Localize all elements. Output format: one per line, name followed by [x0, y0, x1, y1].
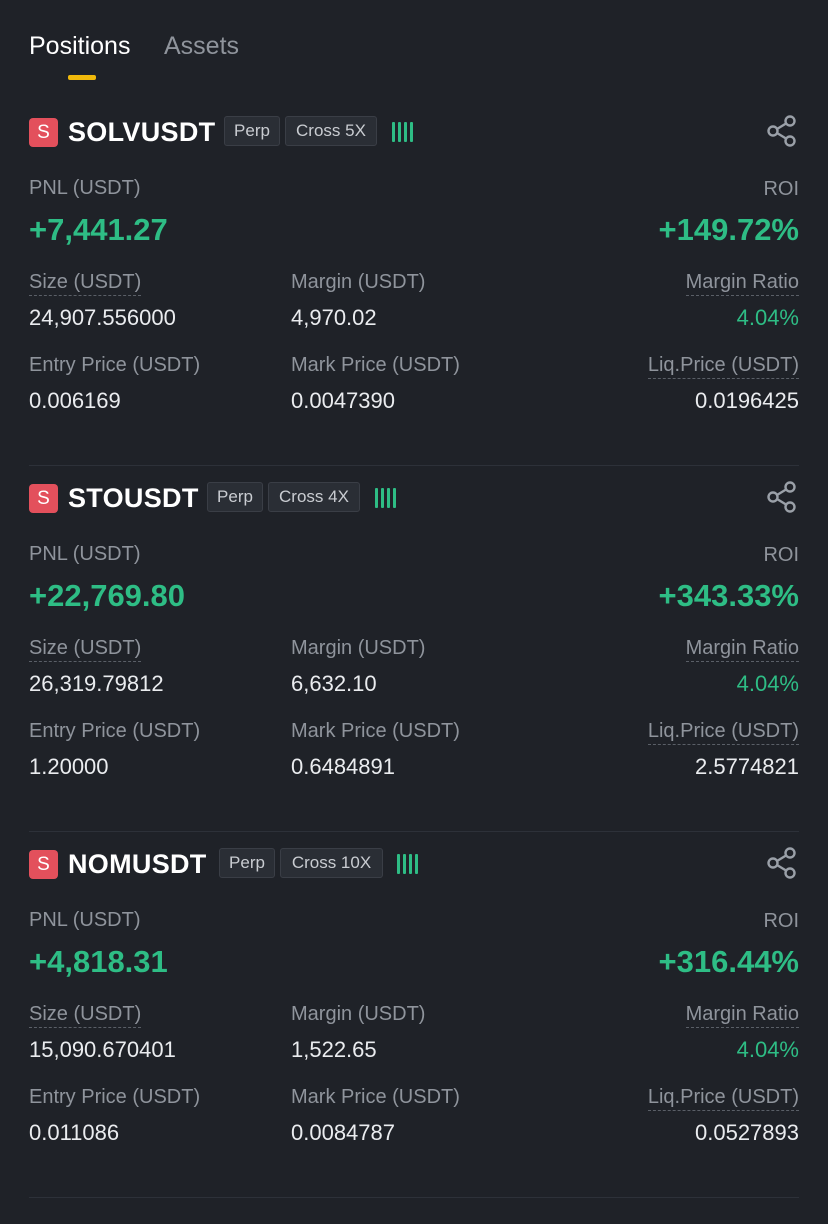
share-icon[interactable] — [765, 114, 799, 148]
liq-price-label[interactable]: Liq.Price (USDT) — [647, 353, 799, 379]
entry-price-value: 1.20000 — [29, 754, 109, 779]
entry-price-label: Entry Price (USDT) — [29, 720, 201, 742]
adl-bar — [403, 854, 406, 874]
roi-value: +149.72% — [658, 212, 799, 247]
margin-ratio-value: 4.04% — [736, 671, 799, 696]
position-card[interactable]: S SOLVUSDT Perp Cross 5X PNL (USDT) ROI … — [0, 100, 828, 466]
margin-value: 4,970.02 — [291, 305, 377, 330]
roi-label: ROI — [763, 910, 799, 932]
adl-bar — [415, 854, 418, 874]
tab-positions[interactable]: Positions — [29, 32, 131, 60]
tab-bar: Positions Assets — [0, 0, 828, 100]
margin-ratio-label[interactable]: Margin Ratio — [685, 1002, 799, 1028]
adl-bar — [409, 854, 412, 874]
pnl-label: PNL (USDT) — [29, 909, 141, 931]
adl-bar — [387, 488, 390, 508]
mark-price-value: 0.6484891 — [291, 754, 395, 779]
roi-label: ROI — [763, 544, 799, 566]
contract-type-tag: Perp — [224, 116, 280, 146]
adl-bar — [375, 488, 378, 508]
adl-bar — [410, 122, 413, 142]
roi-value: +343.33% — [658, 578, 799, 613]
side-badge: S — [29, 118, 58, 147]
leverage-tag[interactable]: Cross 5X — [285, 116, 377, 146]
entry-price-value: 0.006169 — [29, 388, 121, 413]
liq-price-label[interactable]: Liq.Price (USDT) — [647, 1085, 799, 1111]
roi-label: ROI — [763, 178, 799, 200]
margin-label: Margin (USDT) — [291, 1003, 426, 1025]
adl-bar — [404, 122, 407, 142]
share-icon[interactable] — [765, 480, 799, 514]
margin-ratio-value: 4.04% — [736, 1037, 799, 1062]
liq-price-value: 0.0527893 — [695, 1120, 799, 1145]
size-value: 15,090.670401 — [29, 1037, 176, 1062]
symbol[interactable]: SOLVUSDT — [68, 117, 216, 147]
pnl-label: PNL (USDT) — [29, 543, 141, 565]
tab-assets[interactable]: Assets — [164, 32, 240, 60]
entry-price-label: Entry Price (USDT) — [29, 354, 201, 376]
adl-bar — [392, 122, 395, 142]
adl-bar — [393, 488, 396, 508]
leverage-tag[interactable]: Cross 4X — [268, 482, 360, 512]
card-divider — [29, 1197, 799, 1198]
adl-bar — [381, 488, 384, 508]
mark-price-value: 0.0084787 — [291, 1120, 395, 1145]
mark-price-label: Mark Price (USDT) — [291, 1086, 460, 1108]
liq-price-value: 0.0196425 — [695, 388, 799, 413]
share-icon[interactable] — [765, 846, 799, 880]
side-badge: S — [29, 484, 58, 513]
adl-indicator[interactable] — [392, 120, 413, 142]
adl-indicator[interactable] — [397, 852, 418, 874]
size-label[interactable]: Size (USDT) — [29, 270, 142, 296]
pnl-value: +4,818.31 — [29, 944, 168, 979]
adl-bar — [397, 854, 400, 874]
pnl-label: PNL (USDT) — [29, 177, 141, 199]
mark-price-label: Mark Price (USDT) — [291, 720, 460, 742]
adl-bar — [398, 122, 401, 142]
position-card[interactable]: S NOMUSDT Perp Cross 10X PNL (USDT) ROI … — [0, 832, 828, 1198]
pnl-value: +7,441.27 — [29, 212, 168, 247]
margin-ratio-label[interactable]: Margin Ratio — [685, 270, 799, 296]
margin-label: Margin (USDT) — [291, 637, 426, 659]
leverage-tag[interactable]: Cross 10X — [280, 848, 383, 878]
liq-price-label[interactable]: Liq.Price (USDT) — [647, 719, 799, 745]
symbol[interactable]: STOUSDT — [68, 483, 199, 513]
entry-price-label: Entry Price (USDT) — [29, 1086, 201, 1108]
pnl-value: +22,769.80 — [29, 578, 186, 613]
margin-ratio-label[interactable]: Margin Ratio — [685, 636, 799, 662]
margin-ratio-value: 4.04% — [736, 305, 799, 330]
size-value: 24,907.556000 — [29, 305, 176, 330]
mark-price-label: Mark Price (USDT) — [291, 354, 460, 376]
liq-price-value: 2.5774821 — [695, 754, 799, 779]
active-tab-indicator — [68, 75, 96, 80]
position-card[interactable]: S STOUSDT Perp Cross 4X PNL (USDT) ROI +… — [0, 466, 828, 832]
side-badge: S — [29, 850, 58, 879]
mark-price-value: 0.0047390 — [291, 388, 395, 413]
size-value: 26,319.79812 — [29, 671, 164, 696]
symbol[interactable]: NOMUSDT — [68, 849, 207, 879]
roi-value: +316.44% — [658, 944, 799, 979]
margin-label: Margin (USDT) — [291, 271, 426, 293]
margin-value: 1,522.65 — [291, 1037, 377, 1062]
card-divider — [29, 465, 799, 466]
adl-indicator[interactable] — [375, 486, 396, 508]
contract-type-tag: Perp — [207, 482, 263, 512]
entry-price-value: 0.011086 — [29, 1120, 120, 1145]
margin-value: 6,632.10 — [291, 671, 377, 696]
size-label[interactable]: Size (USDT) — [29, 636, 142, 662]
card-divider — [29, 831, 799, 832]
contract-type-tag: Perp — [219, 848, 275, 878]
size-label[interactable]: Size (USDT) — [29, 1002, 142, 1028]
